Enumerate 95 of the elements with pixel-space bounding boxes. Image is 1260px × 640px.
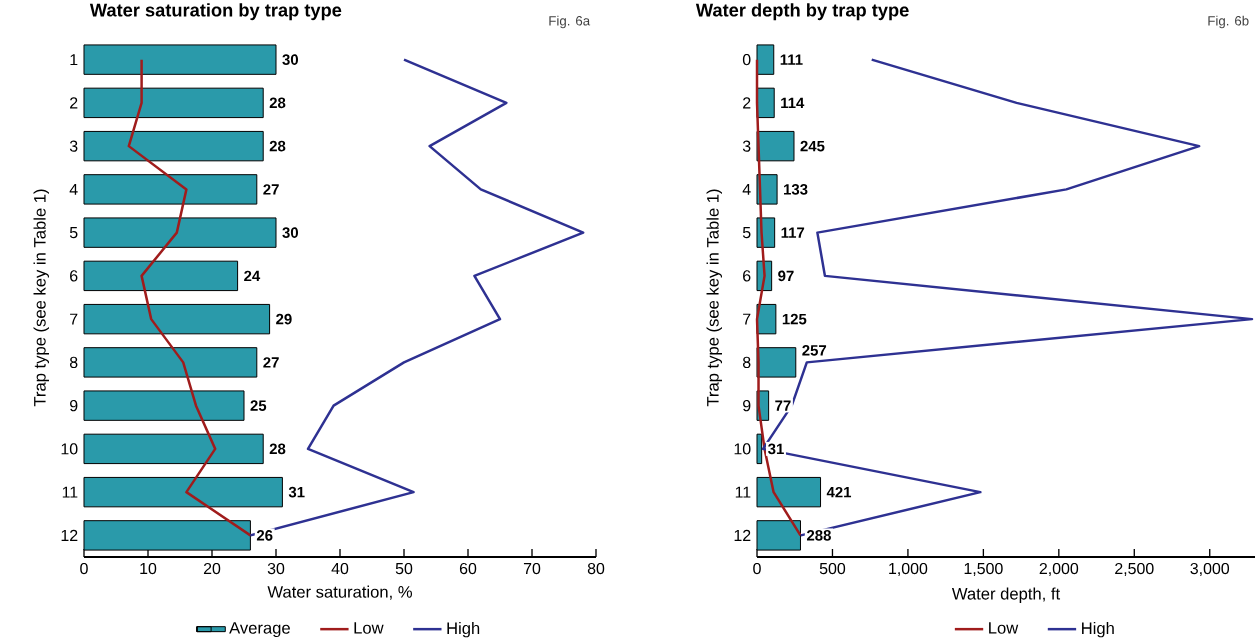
x-tick-label: 40 (331, 562, 349, 575)
y-tick-label: 4 (742, 183, 751, 195)
data-label: 30 (282, 54, 299, 65)
y-tick-label: 9 (743, 400, 751, 412)
data-label: 31 (768, 443, 784, 455)
data-label: 125 (782, 313, 807, 325)
x-tick-label: 500 (819, 562, 846, 575)
data-label: 28 (269, 140, 286, 152)
x-tick-label: 2,000 (1039, 562, 1079, 577)
x-tick-label: 1,000 (889, 562, 928, 577)
data-label: 257 (802, 345, 827, 356)
y-tick-label: 11 (62, 486, 78, 498)
data-label: 31 (288, 486, 305, 498)
bar (756, 433, 763, 465)
data-label: 97 (778, 270, 794, 282)
legend-label: Low (354, 622, 384, 634)
x-tick-label: 1,500 (964, 562, 1003, 577)
y-tick-label: 6 (70, 270, 78, 282)
data-label: 26 (256, 530, 273, 541)
y-axis-title: Trap type (see key in Table 1) (706, 189, 722, 407)
bar (756, 130, 795, 162)
x-tick-label: 10 (140, 562, 157, 575)
data-label: 27 (263, 357, 279, 368)
x-tick-label: 70 (523, 562, 541, 575)
bar (83, 433, 264, 465)
legend-label: Average (229, 622, 290, 638)
x-tick-label: 60 (459, 562, 477, 575)
y-tick-label: 6 (743, 270, 751, 282)
bar (83, 303, 271, 335)
bar (83, 44, 277, 75)
y-tick-label: 12 (61, 529, 78, 541)
bar (83, 174, 258, 205)
legend-label: High (447, 621, 480, 638)
y-tick-label: 2 (70, 97, 78, 109)
bar (83, 87, 264, 119)
bar (83, 390, 245, 421)
legend-label: Low (989, 622, 1019, 634)
chart-title: Water saturation by trap type (89, 3, 342, 21)
data-label: 28 (269, 97, 286, 109)
y-tick-label: 3 (69, 140, 78, 152)
bar (756, 347, 797, 378)
x-tick-label: 50 (395, 562, 413, 575)
y-tick-label: 1 (70, 54, 78, 66)
data-label: 28 (269, 443, 286, 455)
y-tick-label: 8 (69, 356, 78, 369)
y-tick-label: 4 (69, 183, 78, 195)
data-label: 117 (781, 227, 805, 238)
x-tick-label: 30 (267, 562, 285, 575)
y-tick-label: 5 (742, 227, 751, 239)
data-label: 288 (806, 530, 831, 541)
chart-title: Water depth by trap type (695, 3, 909, 21)
bar (756, 87, 775, 119)
y-tick-label: 3 (742, 140, 751, 152)
y-tick-label: 12 (734, 529, 751, 541)
y-axis-title: Trap type (see key in Table 1) (33, 189, 49, 407)
x-tick-label: 2,500 (1115, 562, 1154, 577)
y-tick-label: 10 (734, 443, 751, 455)
bar (83, 347, 258, 378)
x-axis-title: Water depth, ft (951, 587, 1061, 603)
data-label: 24 (244, 270, 261, 282)
bar (756, 303, 777, 335)
data-label: 111 (780, 54, 803, 65)
y-tick-label: 9 (70, 400, 78, 412)
data-label: 421 (826, 486, 852, 498)
x-tick-label: 3,000 (1190, 562, 1230, 577)
x-axis-title: Water saturation, % (267, 585, 413, 600)
y-tick-label: 7 (743, 313, 751, 325)
y-tick-label: 2 (743, 97, 751, 109)
bar (83, 260, 239, 292)
bar (83, 217, 277, 248)
data-label: 25 (250, 400, 267, 411)
y-tick-label: 5 (69, 227, 78, 239)
x-tick-label: 0 (753, 562, 761, 575)
bar (756, 476, 822, 508)
x-tick-label: 20 (203, 562, 221, 575)
caption: Fig. 6a (549, 15, 591, 29)
caption: Fig. 6b (1208, 15, 1249, 29)
y-tick-label: 10 (61, 443, 78, 455)
data-label: 77 (775, 400, 791, 411)
y-tick-label: 8 (742, 356, 751, 369)
bar (756, 44, 775, 75)
y-tick-label: 11 (735, 486, 751, 498)
y-tick-label: 0 (742, 54, 751, 66)
bar (83, 476, 283, 508)
x-tick-label: 0 (80, 562, 88, 575)
data-label: 114 (781, 97, 805, 109)
y-tick-label: 7 (70, 313, 78, 325)
data-label: 30 (282, 227, 299, 238)
x-tick-label: 80 (587, 562, 605, 575)
data-label: 245 (800, 140, 825, 152)
data-label: 29 (276, 313, 292, 325)
data-label: 133 (784, 184, 808, 195)
bar (83, 130, 264, 162)
legend-label: High (1082, 621, 1114, 638)
data-label: 27 (263, 184, 279, 195)
